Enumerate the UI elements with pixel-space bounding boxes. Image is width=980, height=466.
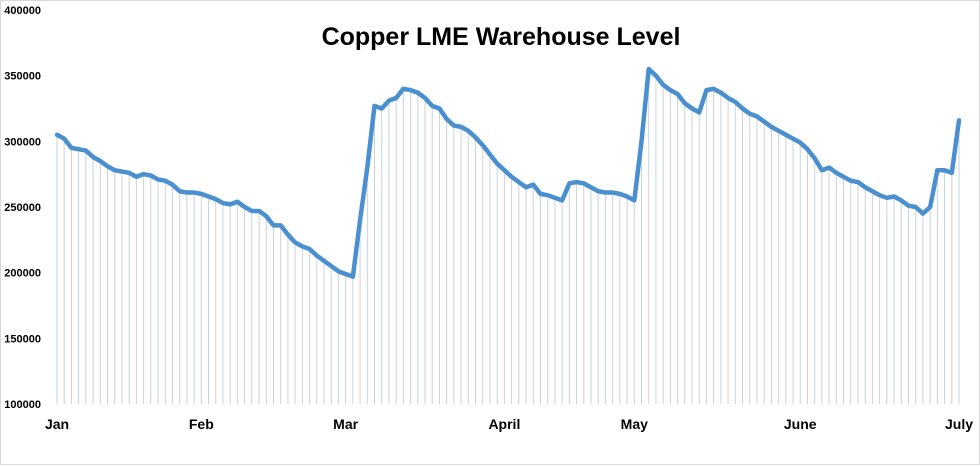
x-tick-label: Jan (45, 416, 69, 432)
x-tick-label: July (945, 416, 973, 432)
y-tick-label: 250000 (4, 202, 41, 214)
series-line (54, 66, 962, 279)
x-tick-label: May (621, 416, 648, 432)
y-tick-label: 400000 (4, 5, 41, 17)
x-tick-label: Feb (189, 416, 214, 432)
y-tick-label: 100000 (4, 399, 41, 411)
drop-lines (56, 69, 960, 404)
y-tick-label: 350000 (4, 71, 41, 83)
y-axis: 100000 150000 200000 250000 300000 350000 4000… (4, 5, 41, 411)
x-tick-label: June (784, 416, 817, 432)
y-tick-label: 200000 (4, 268, 41, 280)
chart-title: Copper LME Warehouse Level (322, 23, 681, 51)
x-axis: Jan Feb Mar April May June July (45, 416, 973, 432)
y-tick-label: 150000 (4, 333, 41, 345)
y-tick-label: 300000 (4, 136, 41, 148)
x-tick-label: April (488, 416, 520, 432)
x-tick-label: Mar (333, 416, 358, 432)
